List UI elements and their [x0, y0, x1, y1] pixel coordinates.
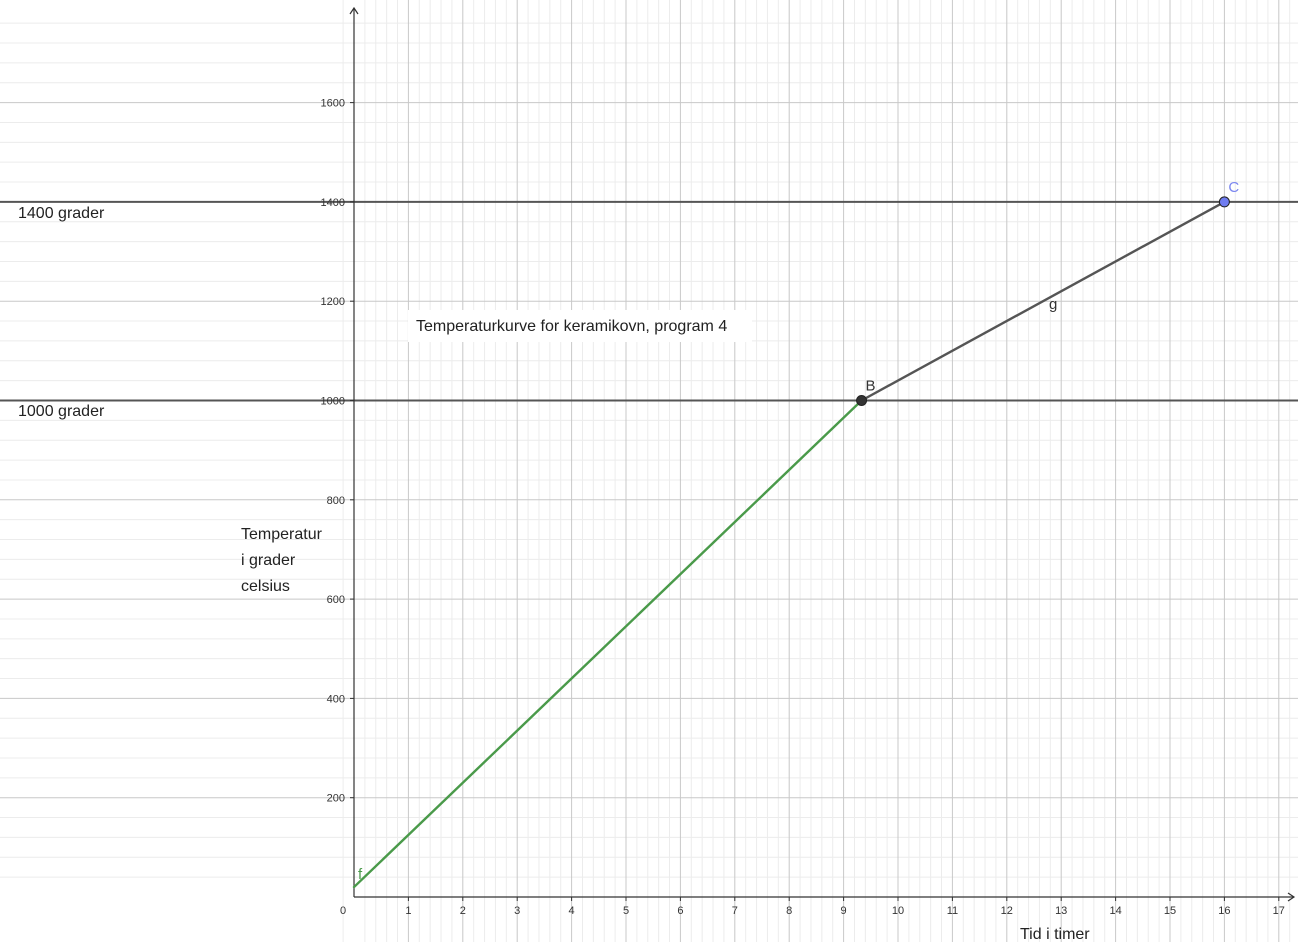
y-axis-label-line-1: Temperatur: [241, 526, 323, 543]
x-tick-label: 12: [1001, 905, 1013, 917]
hline-label-1000: 1000 grader: [18, 403, 105, 420]
y-tick-label: 1600: [321, 98, 345, 110]
y-axis-label-line-2: i grader: [241, 552, 296, 569]
horizontal-lines: [0, 200, 1298, 402]
x-tick-label: 17: [1273, 905, 1285, 917]
x-tick-label: 14: [1109, 905, 1121, 917]
x-tick-label: 15: [1164, 905, 1176, 917]
series-label-g: g: [1049, 296, 1057, 313]
y-tick-label: 1000: [321, 396, 345, 408]
x-tick-label: 8: [786, 905, 792, 917]
chart-title: Temperaturkurve for keramikovn, program …: [416, 318, 727, 335]
x-tick-label: 13: [1055, 905, 1067, 917]
x-axis-arrow: [1287, 892, 1296, 902]
x-tick-label: 1: [405, 905, 411, 917]
x-tick-label: 10: [892, 905, 904, 917]
x-tick-label: 2: [460, 905, 466, 917]
point-B: [856, 395, 868, 406]
points: BC: [856, 179, 1239, 406]
series-lines: fg: [352, 200, 1226, 889]
y-axis-label-line-3: celsius: [241, 578, 290, 595]
y-axis-label: Temperatur i grader celsius: [241, 526, 323, 595]
x-tick-label: 9: [841, 905, 847, 917]
tick-labels: 0 1 2 3 4 5 6 7 8 9 10 11 12 13 14 15 16 1720040060080010…: [321, 98, 1285, 917]
x-tick-label: 3: [514, 905, 520, 917]
y-tick-label: 200: [327, 793, 345, 805]
y-tick-label: 800: [327, 495, 345, 507]
y-tick-label: 1200: [321, 296, 345, 308]
x-tick-label: 6: [677, 905, 683, 917]
y-axis-arrow: [349, 6, 359, 15]
x-tick-label: 11: [947, 905, 958, 917]
series-label-f: f: [358, 866, 363, 883]
series-line-g: [860, 200, 1226, 402]
title-background: [408, 310, 752, 342]
x-tick-label: 5: [623, 905, 629, 917]
chart-title-group: Temperaturkurve for keramikovn, program …: [408, 310, 752, 342]
x-tick-label: 7: [732, 905, 738, 917]
x-tick-label: 4: [569, 905, 575, 917]
x-tick-label: 0: [340, 905, 346, 917]
series-line-f: [352, 399, 863, 889]
x-axis-label: Tid i timer: [1020, 926, 1090, 942]
point-label-B: B: [866, 378, 876, 395]
y-tick-label: 1400: [321, 197, 345, 209]
y-tick-label: 600: [327, 594, 345, 606]
hline-label-1400: 1400 grader: [18, 205, 105, 222]
point-C: [1218, 196, 1230, 208]
y-tick-label: 400: [327, 693, 345, 705]
point-label-C: C: [1228, 179, 1239, 196]
x-tick-label: 16: [1218, 905, 1230, 917]
axes: [349, 6, 1296, 902]
